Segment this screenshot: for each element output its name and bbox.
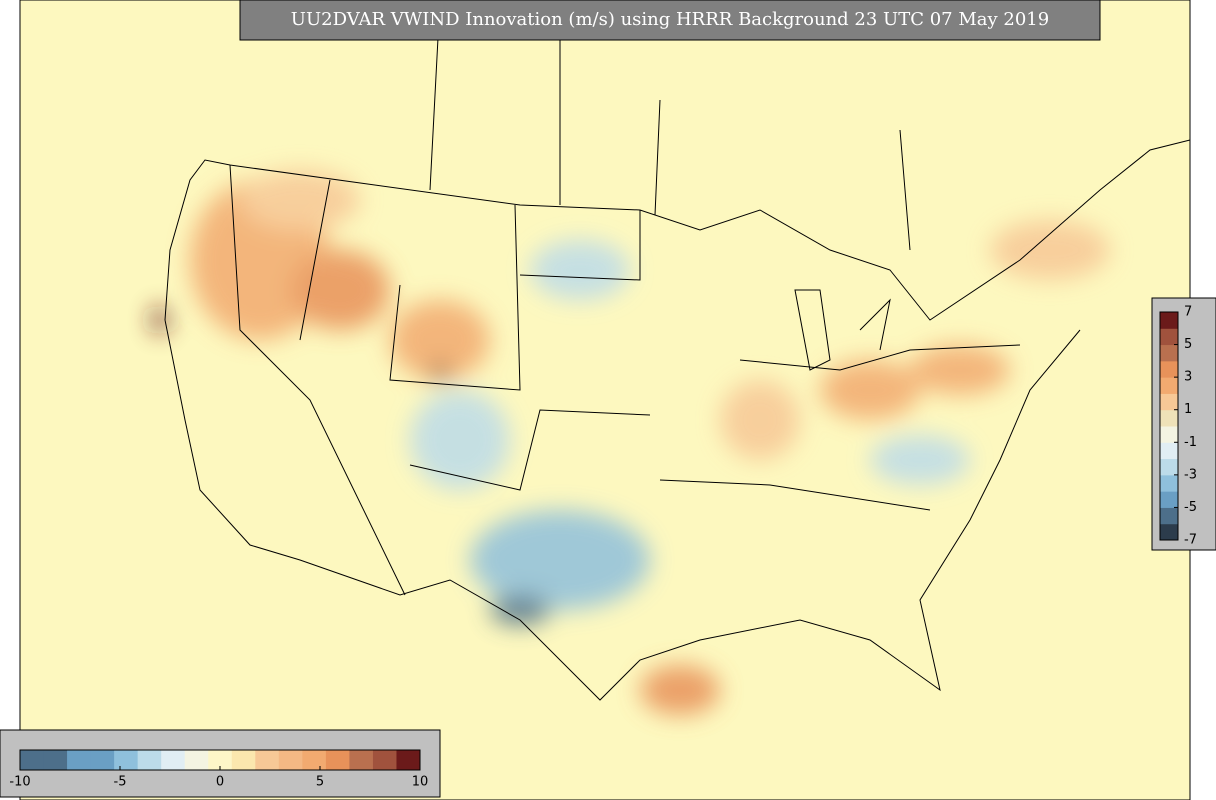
colorbar-segment (1160, 409, 1178, 427)
colorbar-segment (1160, 474, 1178, 492)
colorbar-segment (1160, 312, 1178, 329)
colorbar-segment (1160, 360, 1178, 378)
map-background (20, 0, 1190, 800)
tick-label: -1 (1184, 435, 1197, 450)
colorbar-segment (231, 750, 256, 770)
tick-label: 5 (316, 775, 324, 790)
colorbar-segment (278, 750, 303, 770)
colorbar-segment (255, 750, 280, 770)
tick-label: -3 (1184, 467, 1197, 482)
colorbar-segment (184, 750, 209, 770)
boundaries (164, 0, 1191, 701)
tick-label: -5 (114, 775, 127, 790)
colorbar-segment (161, 750, 186, 770)
colorbar-outline (1159, 311, 1179, 541)
tick-label: -5 (1184, 500, 1197, 515)
colorbar-segment (349, 750, 374, 770)
colorbar-segment (325, 750, 350, 770)
colorbar-segment (208, 750, 233, 770)
colorbar-segment (396, 750, 421, 770)
colorbar-segment (1160, 491, 1178, 508)
colorbar-segment (20, 750, 45, 770)
colorbar-segment (302, 750, 327, 770)
tick-label: 3 (1184, 370, 1192, 385)
tick-label: 7 (1184, 305, 1192, 320)
title: UU2DVAR VWIND Innovation (m/s) using HRR… (291, 9, 1049, 30)
colorbar-segment (67, 750, 92, 770)
tick-label: -7 (1184, 533, 1197, 548)
title-box (239, 0, 1101, 41)
colorbar-segment (1160, 426, 1178, 443)
colorbar-segment (1160, 328, 1178, 346)
colorbar-segment (43, 750, 68, 770)
colorbar-segment (1160, 344, 1178, 362)
tick-label: -10 (9, 775, 30, 790)
colorbar-segment (1160, 377, 1178, 394)
tick-label: 1 (1184, 402, 1192, 417)
tick-label: 0 (216, 775, 224, 790)
innovation-field (152, 170, 1110, 715)
colorbar-segment (1160, 458, 1178, 476)
tick-label: 10 (412, 775, 429, 790)
colorbar-segment (1160, 523, 1178, 541)
colorbar-segment (114, 750, 139, 770)
tick-label: 5 (1184, 337, 1192, 352)
colorbar-segment (1160, 507, 1178, 525)
colorbar-segment (90, 750, 115, 770)
colorbar-segment (1160, 442, 1178, 460)
colorbar-segment (137, 750, 162, 770)
colorbar-segment (1160, 393, 1178, 411)
colorbar-segment (372, 750, 397, 770)
